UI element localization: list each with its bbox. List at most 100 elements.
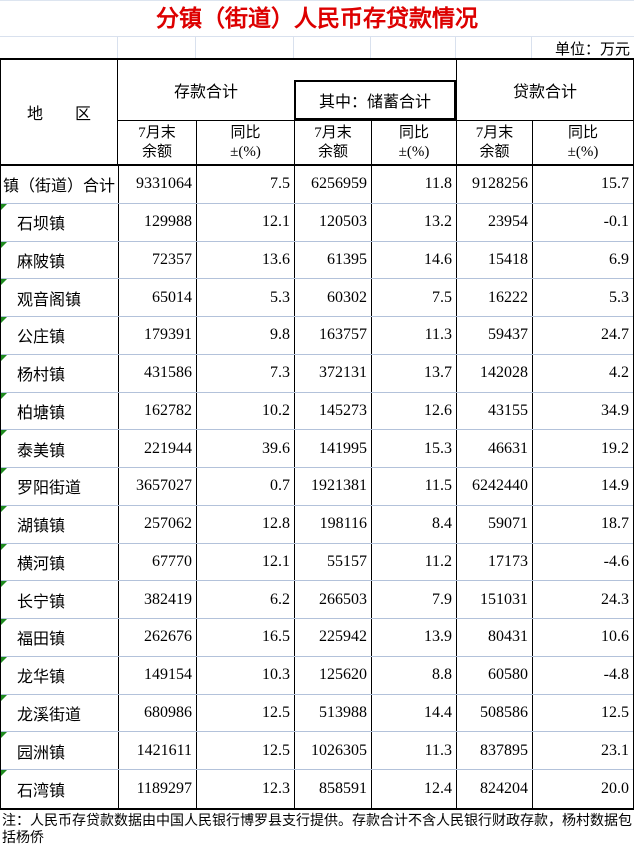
- value-cell[interactable]: 20.0: [532, 770, 633, 808]
- value-cell[interactable]: 145273: [294, 392, 371, 430]
- region-cell[interactable]: 石湾镇: [1, 770, 118, 808]
- region-cell[interactable]: 龙溪街道: [1, 694, 118, 732]
- value-cell[interactable]: 65014: [118, 279, 196, 316]
- value-cell[interactable]: 513988: [294, 694, 371, 732]
- value-cell[interactable]: 14.4: [371, 694, 456, 732]
- value-cell[interactable]: 262676: [118, 619, 196, 656]
- value-cell[interactable]: 23.1: [532, 732, 633, 769]
- value-cell[interactable]: 7.9: [371, 581, 456, 618]
- value-cell[interactable]: 15.3: [371, 430, 456, 467]
- header-deposit-group[interactable]: 存款合计: [173, 84, 238, 101]
- value-cell[interactable]: 7.5: [196, 166, 294, 203]
- value-cell[interactable]: 7.5: [371, 279, 456, 316]
- value-cell[interactable]: 431586: [118, 354, 196, 392]
- value-cell[interactable]: 11.2: [371, 543, 456, 581]
- value-cell[interactable]: 1189297: [118, 770, 196, 808]
- region-cell[interactable]: 麻陂镇: [1, 241, 118, 279]
- value-cell[interactable]: 11.8: [371, 166, 456, 203]
- region-cell[interactable]: 观音阁镇: [1, 279, 118, 316]
- value-cell[interactable]: -4.6: [532, 543, 633, 581]
- value-cell[interactable]: 16.5: [196, 619, 294, 656]
- value-cell[interactable]: 24.3: [532, 581, 633, 618]
- value-cell[interactable]: 14.6: [371, 241, 456, 279]
- header-loan-balance[interactable]: 7月末 余额: [456, 121, 532, 164]
- value-cell[interactable]: 372131: [294, 354, 371, 392]
- value-cell[interactable]: 67770: [118, 543, 196, 581]
- value-cell[interactable]: 39.6: [196, 430, 294, 467]
- value-cell[interactable]: 60302: [294, 279, 371, 316]
- value-cell[interactable]: 162782: [118, 392, 196, 430]
- region-cell[interactable]: 公庄镇: [1, 317, 118, 354]
- value-cell[interactable]: 8.4: [371, 505, 456, 543]
- value-cell[interactable]: 16222: [456, 279, 532, 316]
- value-cell[interactable]: 6242440: [456, 468, 532, 505]
- value-cell[interactable]: 12.5: [196, 694, 294, 732]
- value-cell[interactable]: 266503: [294, 581, 371, 618]
- value-cell[interactable]: 125620: [294, 656, 371, 694]
- region-cell[interactable]: 福田镇: [1, 619, 118, 656]
- value-cell[interactable]: 10.6: [532, 619, 633, 656]
- value-cell[interactable]: 3657027: [118, 468, 196, 505]
- value-cell[interactable]: 5.3: [532, 279, 633, 316]
- region-cell[interactable]: 柏塘镇: [1, 392, 118, 430]
- value-cell[interactable]: 858591: [294, 770, 371, 808]
- value-cell[interactable]: 11.5: [371, 468, 456, 505]
- value-cell[interactable]: 141995: [294, 430, 371, 467]
- value-cell[interactable]: 149154: [118, 656, 196, 694]
- value-cell[interactable]: 9128256: [456, 166, 532, 203]
- value-cell[interactable]: 225942: [294, 619, 371, 656]
- header-deposit-balance[interactable]: 7月末 余额: [138, 124, 176, 160]
- region-cell[interactable]: 横河镇: [1, 543, 118, 581]
- value-cell[interactable]: 13.9: [371, 619, 456, 656]
- value-cell[interactable]: 9.8: [196, 317, 294, 354]
- value-cell[interactable]: 23954: [456, 203, 532, 241]
- value-cell[interactable]: 129988: [118, 203, 196, 241]
- region-cell[interactable]: 园洲镇: [1, 732, 118, 769]
- value-cell[interactable]: 4.2: [532, 354, 633, 392]
- header-deposit-yoy[interactable]: 同比 ±(%): [196, 121, 294, 164]
- value-cell[interactable]: 15.7: [532, 166, 633, 203]
- value-cell[interactable]: 18.7: [532, 505, 633, 543]
- value-cell[interactable]: 680986: [118, 694, 196, 732]
- value-cell[interactable]: 12.5: [196, 732, 294, 769]
- value-cell[interactable]: 46631: [456, 430, 532, 467]
- value-cell[interactable]: 142028: [456, 354, 532, 392]
- value-cell[interactable]: 24.7: [532, 317, 633, 354]
- value-cell[interactable]: 43155: [456, 392, 532, 430]
- value-cell[interactable]: 13.6: [196, 241, 294, 279]
- header-region[interactable]: 地 区: [1, 60, 118, 164]
- region-cell[interactable]: 龙华镇: [1, 656, 118, 694]
- value-cell[interactable]: 60580: [456, 656, 532, 694]
- value-cell[interactable]: 72357: [118, 241, 196, 279]
- value-cell[interactable]: 15418: [456, 241, 532, 279]
- value-cell[interactable]: 34.9: [532, 392, 633, 430]
- value-cell[interactable]: 198116: [294, 505, 371, 543]
- value-cell[interactable]: 120503: [294, 203, 371, 241]
- value-cell[interactable]: 19.2: [532, 430, 633, 467]
- value-cell[interactable]: 508586: [456, 694, 532, 732]
- region-cell[interactable]: 泰美镇: [1, 430, 118, 467]
- value-cell[interactable]: 13.7: [371, 354, 456, 392]
- value-cell[interactable]: 179391: [118, 317, 196, 354]
- value-cell[interactable]: 837895: [456, 732, 532, 769]
- value-cell[interactable]: 12.5: [532, 694, 633, 732]
- region-cell[interactable]: 湖镇镇: [1, 505, 118, 543]
- region-cell[interactable]: 镇（街道）合计: [1, 166, 118, 203]
- value-cell[interactable]: 13.2: [371, 203, 456, 241]
- value-cell[interactable]: 151031: [456, 581, 532, 618]
- value-cell[interactable]: 12.3: [196, 770, 294, 808]
- value-cell[interactable]: 257062: [118, 505, 196, 543]
- value-cell[interactable]: 382419: [118, 581, 196, 618]
- value-cell[interactable]: 17173: [456, 543, 532, 581]
- value-cell[interactable]: 824204: [456, 770, 532, 808]
- value-cell[interactable]: 0.7: [196, 468, 294, 505]
- value-cell[interactable]: 12.6: [371, 392, 456, 430]
- value-cell[interactable]: 12.8: [196, 505, 294, 543]
- region-cell[interactable]: 石坝镇: [1, 203, 118, 241]
- value-cell[interactable]: 163757: [294, 317, 371, 354]
- value-cell[interactable]: 10.3: [196, 656, 294, 694]
- value-cell[interactable]: 221944: [118, 430, 196, 467]
- header-loan-yoy[interactable]: 同比 ±(%): [532, 121, 633, 164]
- value-cell[interactable]: 59437: [456, 317, 532, 354]
- value-cell[interactable]: 1921381: [294, 468, 371, 505]
